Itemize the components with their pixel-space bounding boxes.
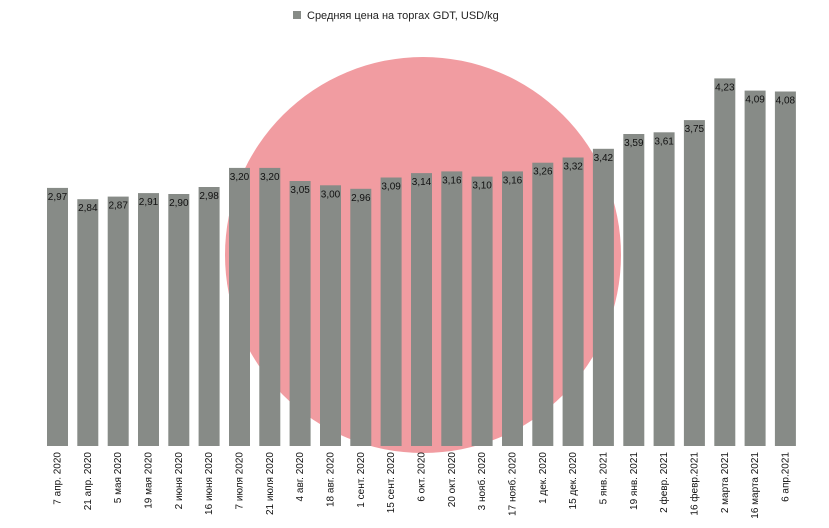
- x-tick-label: 16 марта 2021: [750, 452, 761, 519]
- bar: [532, 162, 554, 446]
- x-tick-label: 19 мая 2020: [144, 452, 155, 509]
- bars-group: [47, 78, 796, 447]
- x-tick-label: 2 июня 2020: [174, 452, 185, 510]
- bar-value-label: 3,20: [260, 172, 280, 183]
- legend-label: Средняя цена на торгах GDT, USD/kg: [307, 10, 499, 22]
- bar-value-label: 3,16: [503, 175, 523, 186]
- bar: [774, 91, 796, 446]
- bar-value-label: 2,97: [48, 192, 68, 203]
- bar-value-label: 3,32: [563, 162, 583, 173]
- bar: [380, 177, 402, 446]
- bar-value-label: 4,09: [745, 95, 765, 106]
- value-labels-group: 2,97 2,84 2,87 2,91 2,90 2,98 3,20 3,20 3,05 3,00…: [48, 82, 796, 214]
- bar: [502, 171, 523, 446]
- bar-value-label: 2,91: [139, 197, 159, 208]
- x-tick-label: 15 сент. 2020: [386, 452, 397, 514]
- bar-value-label: 3,20: [230, 172, 250, 183]
- bar: [77, 199, 99, 446]
- bar: [653, 132, 675, 447]
- bar: [47, 187, 68, 446]
- bar: [592, 148, 614, 447]
- x-tick-label: 21 июля 2020: [265, 452, 276, 515]
- x-tick-label: 17 нояб. 2020: [507, 452, 519, 516]
- bar: [441, 171, 463, 446]
- x-tick-label: 1 сент. 2020: [356, 452, 367, 508]
- bar: [138, 193, 159, 446]
- bar: [320, 185, 341, 447]
- x-tick-label: 1 дек. 2020: [538, 452, 549, 504]
- bar-value-label: 4,08: [776, 96, 796, 107]
- bar: [289, 181, 311, 446]
- x-tick-label: 3 нояб. 2020: [476, 452, 488, 511]
- x-tick-label: 2 февр. 2021: [658, 452, 670, 513]
- bar: [411, 173, 432, 446]
- x-tick-label: 21 апр. 2020: [83, 452, 94, 511]
- x-tick-label: 16 июня 2020: [204, 452, 215, 515]
- bar-value-label: 2,84: [78, 203, 98, 214]
- x-tick-label: 5 янв. 2021: [598, 452, 609, 505]
- bar-value-label: 2,90: [169, 198, 189, 209]
- bar-value-label: 3,59: [624, 138, 644, 149]
- bar: [350, 188, 372, 447]
- bar: [198, 187, 220, 446]
- bar-value-label: 3,05: [290, 185, 310, 196]
- bar-value-label: 2,98: [199, 191, 219, 202]
- x-tick-label: 15 дек. 2020: [568, 452, 579, 510]
- x-tick-label: 20 окт. 2020: [447, 452, 458, 508]
- bar-value-label: 3,14: [412, 177, 432, 188]
- bar-value-label: 2,87: [108, 201, 128, 212]
- bar-value-label: 3,10: [472, 181, 492, 192]
- bar: [744, 90, 766, 446]
- x-tick-label: 7 апр. 2020: [53, 452, 64, 505]
- x-tick-label: 18 авг. 2020: [326, 452, 337, 507]
- x-tick-label: 4 авг. 2020: [295, 452, 306, 502]
- bar: [259, 167, 281, 446]
- bar-value-label: 3,09: [381, 182, 401, 193]
- x-tick-label: 6 апр.2021: [780, 452, 791, 502]
- bar: [562, 157, 584, 446]
- bar-value-label: 3,75: [685, 124, 705, 135]
- x-tick-label: 7 июля 2020: [235, 452, 246, 510]
- bar-value-label: 4,23: [715, 82, 735, 93]
- x-tick-label: 19 янв. 2021: [629, 452, 640, 510]
- legend: Средняя цена на торгах GDT, USD/kg: [293, 10, 499, 22]
- x-tick-label: 2 марта 2021: [720, 452, 731, 514]
- x-tick-label: 5 мая 2020: [113, 452, 124, 504]
- bar: [229, 167, 250, 446]
- bar: [714, 78, 736, 447]
- bar: [107, 196, 129, 446]
- bar-value-label: 3,42: [594, 153, 614, 164]
- bar: [168, 194, 190, 446]
- bar-value-label: 3,61: [654, 136, 674, 147]
- bar: [623, 134, 645, 446]
- x-tick-label: 16 февр.2021: [688, 452, 700, 516]
- bar-value-label: 2,96: [351, 193, 371, 204]
- x-tick-label: 6 окт. 2020: [417, 452, 428, 502]
- bar-value-label: 3,16: [442, 175, 462, 186]
- x-axis-labels-group: 7 апр. 2020 21 апр. 2020 5 мая 2020 19 мая …: [53, 452, 792, 519]
- bar: [683, 120, 705, 446]
- legend-swatch: [293, 11, 301, 19]
- bar: [471, 176, 493, 446]
- bar-value-label: 3,00: [321, 189, 341, 200]
- bar-value-label: 3,26: [533, 167, 553, 178]
